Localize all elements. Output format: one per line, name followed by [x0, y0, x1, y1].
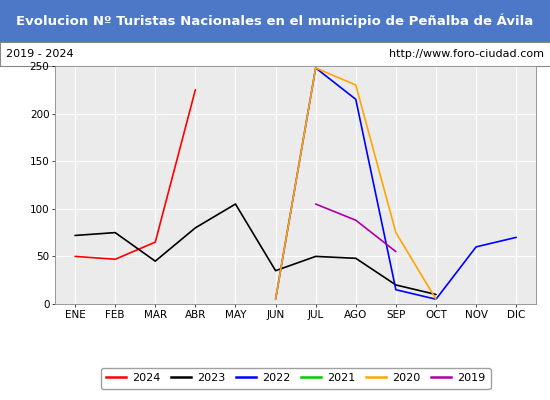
Text: 2019 - 2024: 2019 - 2024 [6, 49, 73, 59]
Text: Evolucion Nº Turistas Nacionales en el municipio de Peñalba de Ávila: Evolucion Nº Turistas Nacionales en el m… [16, 14, 534, 28]
Text: http://www.foro-ciudad.com: http://www.foro-ciudad.com [389, 49, 544, 59]
Legend: 2024, 2023, 2022, 2021, 2020, 2019: 2024, 2023, 2022, 2021, 2020, 2019 [101, 368, 491, 389]
